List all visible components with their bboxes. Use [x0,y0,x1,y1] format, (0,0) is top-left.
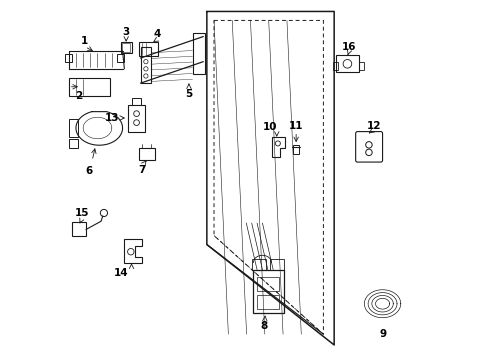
Text: 8: 8 [260,320,267,330]
Bar [253,270,284,313]
Bar [122,43,130,51]
Text: 3: 3 [122,27,129,37]
Bar [257,277,278,291]
Text: 15: 15 [75,208,89,219]
Bar [269,259,284,270]
Text: 1: 1 [81,36,88,45]
Text: 6: 6 [85,166,92,176]
Text: 7: 7 [138,165,146,175]
Text: 4: 4 [153,30,161,40]
Bar [359,62,363,69]
Bar [121,42,131,53]
Bar [72,222,86,235]
Bar [139,42,158,56]
Text: 2: 2 [75,91,82,101]
Bar [292,145,299,154]
Bar [128,105,145,132]
Bar [69,119,78,137]
Text: 14: 14 [114,268,128,278]
Bar [117,54,124,62]
Bar [140,47,151,83]
Bar [257,295,278,309]
Text: 5: 5 [185,89,192,99]
Bar [335,55,359,72]
Bar [69,139,78,148]
Bar [139,148,155,160]
Bar [65,54,72,62]
Bar [131,98,140,105]
Bar [251,259,265,270]
Bar [69,78,110,96]
Text: 11: 11 [288,121,303,131]
Text: 9: 9 [378,329,386,339]
Text: 16: 16 [341,42,356,51]
Bar [333,62,337,69]
Text: 12: 12 [366,121,381,131]
Text: 10: 10 [263,122,277,132]
Text: 13: 13 [104,113,119,123]
Bar [192,33,204,74]
